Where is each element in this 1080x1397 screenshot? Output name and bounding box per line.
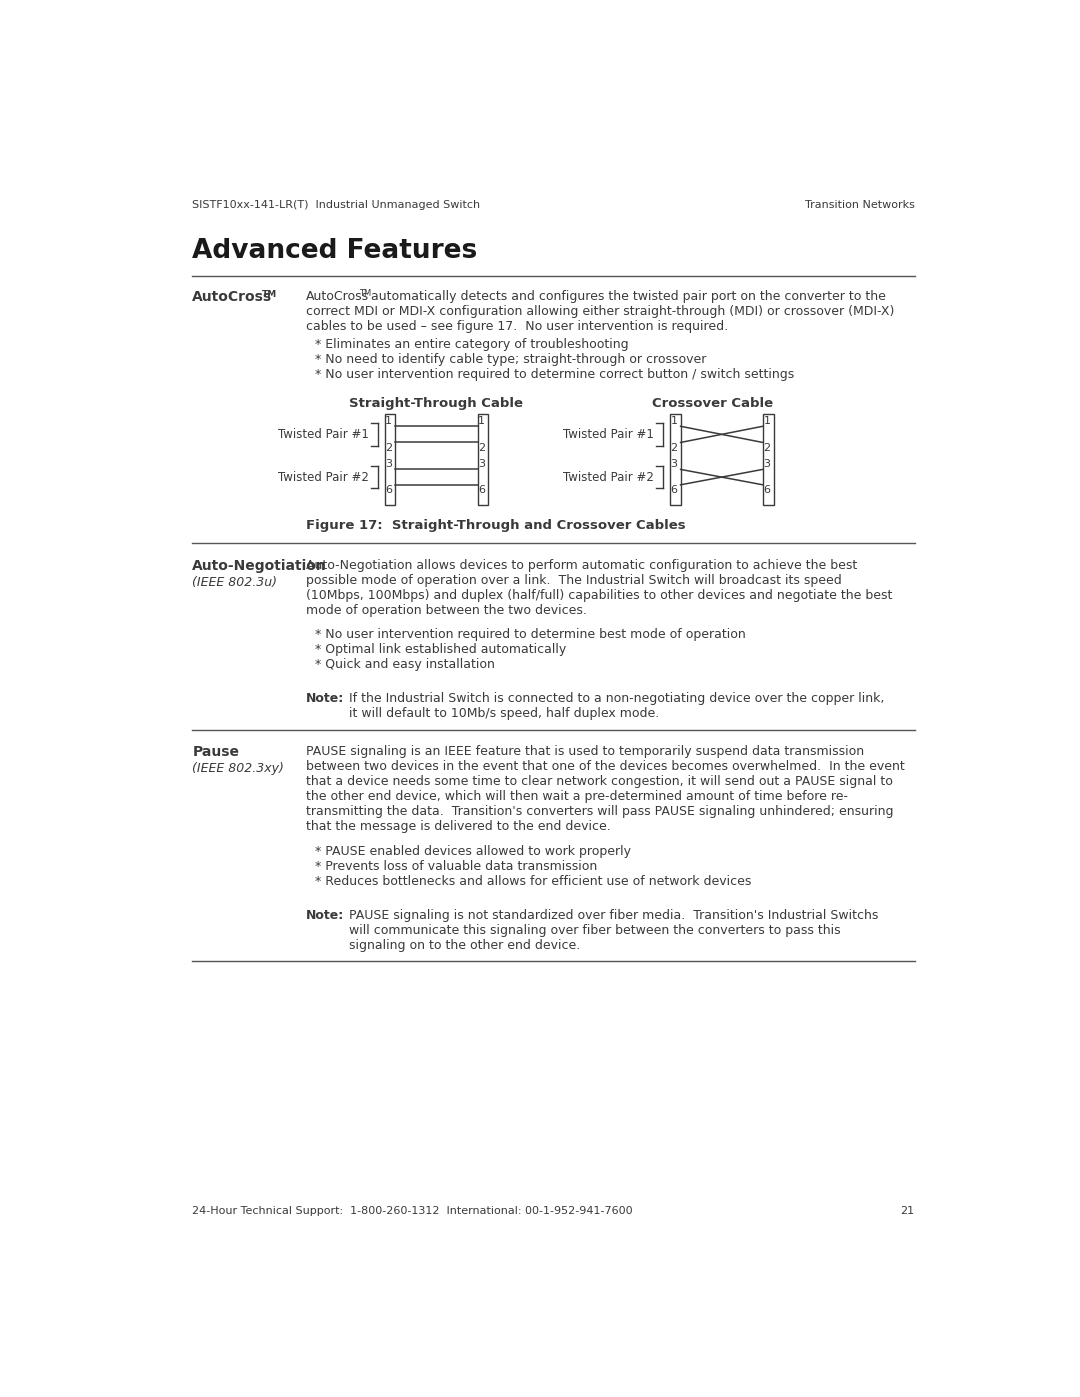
Text: that the message is delivered to the end device.: that the message is delivered to the end… — [306, 820, 610, 834]
Text: * Reduces bottlenecks and allows for efficient use of network devices: * Reduces bottlenecks and allows for eff… — [314, 875, 752, 887]
Text: * No user intervention required to determine best mode of operation: * No user intervention required to deter… — [314, 629, 745, 641]
Text: Twisted Pair #2: Twisted Pair #2 — [279, 471, 369, 483]
Text: that a device needs some time to clear network congestion, it will send out a PA: that a device needs some time to clear n… — [306, 775, 892, 788]
Text: Auto-Negotiation: Auto-Negotiation — [192, 559, 327, 573]
Text: * Eliminates an entire category of troubleshooting: * Eliminates an entire category of troub… — [314, 338, 629, 351]
Text: mode of operation between the two devices.: mode of operation between the two device… — [306, 604, 586, 616]
Text: 2: 2 — [764, 443, 771, 453]
Text: between two devices in the event that one of the devices becomes overwhelmed.  I: between two devices in the event that on… — [306, 760, 904, 774]
Text: Transition Networks: Transition Networks — [805, 200, 915, 210]
Text: 3: 3 — [386, 460, 392, 469]
Text: Note:: Note: — [306, 693, 343, 705]
Text: 1: 1 — [764, 416, 770, 426]
Text: 6: 6 — [386, 485, 392, 495]
Text: 6: 6 — [671, 485, 677, 495]
Text: Pause: Pause — [192, 745, 240, 759]
Text: TM: TM — [359, 289, 370, 298]
Text: 6: 6 — [764, 485, 770, 495]
Text: (IEEE 802.3u): (IEEE 802.3u) — [192, 576, 278, 588]
Bar — [477, 414, 488, 504]
Text: * No need to identify cable type; straight-through or crossover: * No need to identify cable type; straig… — [314, 353, 706, 366]
Text: SISTF10xx-141-LR(T)  Industrial Unmanaged Switch: SISTF10xx-141-LR(T) Industrial Unmanaged… — [192, 200, 481, 210]
Text: correct MDI or MDI-X configuration allowing either straight-through (MDI) or cro: correct MDI or MDI-X configuration allow… — [306, 305, 894, 319]
Text: * Prevents loss of valuable data transmission: * Prevents loss of valuable data transmi… — [314, 859, 597, 873]
Text: 2: 2 — [478, 443, 485, 453]
Bar — [670, 414, 680, 504]
Text: 21: 21 — [901, 1207, 915, 1217]
Text: (10Mbps, 100Mbps) and duplex (half/full) capabilities to other devices and negot: (10Mbps, 100Mbps) and duplex (half/full)… — [306, 588, 892, 602]
Text: 3: 3 — [478, 460, 485, 469]
Text: 2: 2 — [386, 443, 392, 453]
Text: the other end device, which will then wait a pre-determined amount of time befor: the other end device, which will then wa… — [306, 791, 848, 803]
Text: 2: 2 — [671, 443, 677, 453]
Text: will communicate this signaling over fiber between the converters to pass this: will communicate this signaling over fib… — [349, 923, 840, 937]
Text: 1: 1 — [386, 416, 392, 426]
Text: PAUSE signaling is not standardized over fiber media.  Transition's Industrial S: PAUSE signaling is not standardized over… — [349, 909, 878, 922]
Text: If the Industrial Switch is connected to a non-negotiating device over the coppe: If the Industrial Switch is connected to… — [349, 693, 885, 705]
Text: (IEEE 802.3xy): (IEEE 802.3xy) — [192, 763, 284, 775]
Text: 3: 3 — [671, 460, 677, 469]
Text: it will default to 10Mb/s speed, half duplex mode.: it will default to 10Mb/s speed, half du… — [349, 707, 659, 721]
Text: Note:: Note: — [306, 909, 343, 922]
Text: transmitting the data.  Transition's converters will pass PAUSE signaling unhind: transmitting the data. Transition's conv… — [306, 805, 893, 819]
Text: 24-Hour Technical Support:  1-800-260-1312  International: 00-1-952-941-7600: 24-Hour Technical Support: 1-800-260-131… — [192, 1207, 633, 1217]
Text: Auto-Negotiation allows devices to perform automatic configuration to achieve th: Auto-Negotiation allows devices to perfo… — [306, 559, 856, 571]
Text: Twisted Pair #2: Twisted Pair #2 — [564, 471, 654, 483]
Text: Straight-Through Cable: Straight-Through Cable — [349, 397, 523, 411]
Text: possible mode of operation over a link.  The Industrial Switch will broadcast it: possible mode of operation over a link. … — [306, 574, 841, 587]
Text: AutoCross: AutoCross — [306, 291, 368, 303]
Text: automatically detects and configures the twisted pair port on the converter to t: automatically detects and configures the… — [367, 291, 886, 303]
Text: 3: 3 — [764, 460, 770, 469]
Bar — [384, 414, 395, 504]
Bar — [762, 414, 773, 504]
Text: 1: 1 — [671, 416, 677, 426]
Text: 6: 6 — [478, 485, 485, 495]
Text: * PAUSE enabled devices allowed to work properly: * PAUSE enabled devices allowed to work … — [314, 845, 631, 858]
Text: cables to be used – see figure 17.  No user intervention is required.: cables to be used – see figure 17. No us… — [306, 320, 728, 332]
Text: Advanced Features: Advanced Features — [192, 239, 477, 264]
Text: TM: TM — [261, 289, 276, 299]
Text: Twisted Pair #1: Twisted Pair #1 — [279, 427, 369, 441]
Text: * Optimal link established automatically: * Optimal link established automatically — [314, 643, 566, 657]
Text: * Quick and easy installation: * Quick and easy installation — [314, 658, 495, 671]
Text: AutoCross: AutoCross — [192, 291, 272, 305]
Text: signaling on to the other end device.: signaling on to the other end device. — [349, 939, 580, 951]
Text: Twisted Pair #1: Twisted Pair #1 — [564, 427, 654, 441]
Text: Figure 17:  Straight-Through and Crossover Cables: Figure 17: Straight-Through and Crossove… — [306, 518, 685, 532]
Text: 1: 1 — [478, 416, 485, 426]
Text: * No user intervention required to determine correct button / switch settings: * No user intervention required to deter… — [314, 369, 794, 381]
Text: Crossover Cable: Crossover Cable — [652, 397, 773, 411]
Text: PAUSE signaling is an IEEE feature that is used to temporarily suspend data tran: PAUSE signaling is an IEEE feature that … — [306, 745, 864, 759]
